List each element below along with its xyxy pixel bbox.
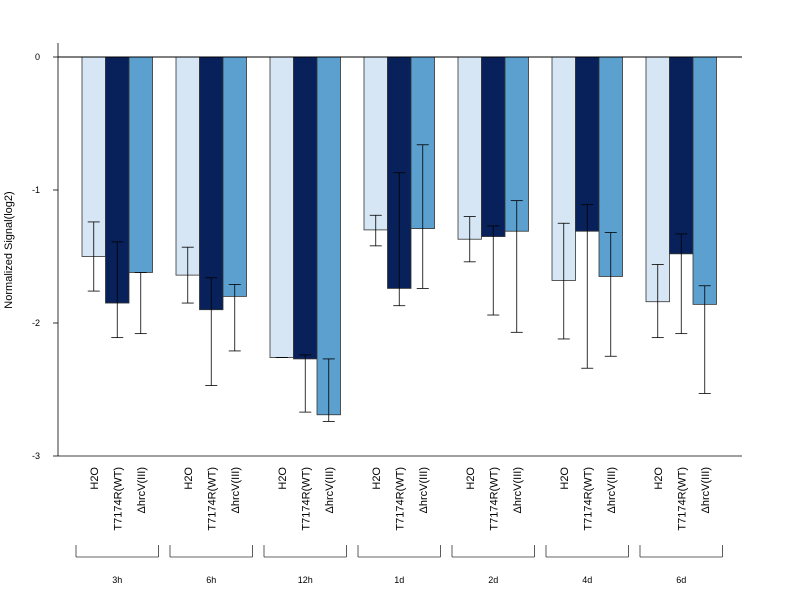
bar-3h-3 (128, 56, 153, 273)
y-axis: 0 -1 -2 -3 (32, 43, 742, 461)
x-tick-label: H2O (183, 467, 195, 490)
y-tick-label: 0 (35, 52, 40, 62)
group-bracket-6h (169, 545, 253, 558)
group-label: 4d (582, 575, 592, 585)
x-tick-label: H2O (653, 467, 665, 490)
bar-2d-1 (457, 56, 482, 240)
group-bracket-12h (263, 545, 347, 558)
error-bar-1d-2 (393, 172, 406, 307)
bar-12h-2 (293, 56, 318, 360)
bar-6h-3 (222, 56, 247, 297)
error-bar-1d-1 (369, 214, 382, 247)
x-tick-label: ΔhrcV(III) (230, 467, 242, 513)
bar-6h-2 (199, 56, 224, 311)
bar-1d-1 (363, 56, 388, 231)
error-bar-6d-1 (651, 264, 664, 339)
x-tick-label: T7174R(WT) (394, 467, 406, 531)
x-tick-label: ΔhrcV(III) (136, 467, 148, 513)
bar-6h-1 (175, 56, 200, 276)
error-bar-6h-1 (181, 246, 194, 304)
group-label: 1d (394, 575, 404, 585)
x-tick-label: T7174R(WT) (676, 467, 688, 531)
error-bar-12h-2 (299, 354, 312, 413)
bar-12h-1 (269, 56, 294, 358)
error-bar-3h-1 (87, 221, 100, 292)
group-bracket-2d (451, 545, 535, 558)
error-bar-4d-2 (581, 204, 594, 369)
error-bar-12h-3 (322, 358, 335, 422)
error-bar-6h-3 (228, 284, 241, 352)
y-tick-label: -1 (32, 185, 40, 195)
bar-2d-2 (481, 56, 506, 237)
group-label: 2d (488, 575, 498, 585)
x-tick-label: H2O (465, 467, 477, 490)
y-tick-label: -2 (32, 318, 40, 328)
x-tick-label: H2O (89, 467, 101, 490)
group-brackets: 3h 6h 12h 1d 2d 4d 6d (75, 545, 723, 585)
group-label: 6h (206, 575, 216, 585)
error-bar-4d-3 (604, 232, 617, 357)
x-tick-label: T7174R(WT) (206, 467, 218, 531)
x-tick-label: H2O (559, 467, 571, 490)
x-tick-label: ΔhrcV(III) (324, 467, 336, 513)
group-label: 12h (298, 575, 313, 585)
bar-6d-2 (669, 56, 694, 255)
group-label: 6d (676, 575, 686, 585)
plot-area (58, 56, 742, 422)
x-tick-label: ΔhrcV(III) (700, 467, 712, 513)
group-bracket-6d (639, 545, 723, 558)
error-bar-2d-1 (463, 216, 476, 263)
error-bar-4d-1 (557, 222, 570, 340)
error-bar-2d-2 (487, 225, 500, 316)
error-bar-2d-3 (510, 200, 523, 333)
x-tick-label: T7174R(WT) (300, 467, 312, 531)
y-tick-label: -3 (32, 451, 40, 461)
x-tick-label: ΔhrcV(III) (606, 467, 618, 513)
group-label: 3h (112, 575, 122, 585)
x-tick-label: ΔhrcV(III) (512, 467, 524, 513)
error-bar-1d-3 (416, 144, 429, 289)
error-bar-3h-3 (134, 272, 147, 335)
error-bar-6d-2 (675, 233, 688, 335)
x-tick-label: T7174R(WT) (582, 467, 594, 531)
group-bracket-4d (545, 545, 629, 558)
x-tick-label: T7174R(WT) (488, 467, 500, 531)
error-bar-6d-3 (698, 285, 711, 394)
y-axis-label: Normalized Signal(log2) (3, 191, 15, 308)
error-bar-3h-2 (111, 241, 124, 339)
x-tick-label: H2O (277, 467, 289, 490)
bar-6d-3 (692, 56, 717, 305)
x-tick-label: ΔhrcV(III) (418, 467, 430, 513)
group-bracket-1d (357, 545, 441, 558)
x-tick-label: T7174R(WT) (112, 467, 124, 531)
group-bracket-3h (75, 545, 159, 558)
x-tick-label: H2O (371, 467, 383, 490)
error-bar-6h-2 (205, 277, 218, 386)
x-axis-labels: H2O T7174R(WT) ΔhrcV(III) H2O T7174R(WT) Δhrc… (89, 467, 712, 531)
